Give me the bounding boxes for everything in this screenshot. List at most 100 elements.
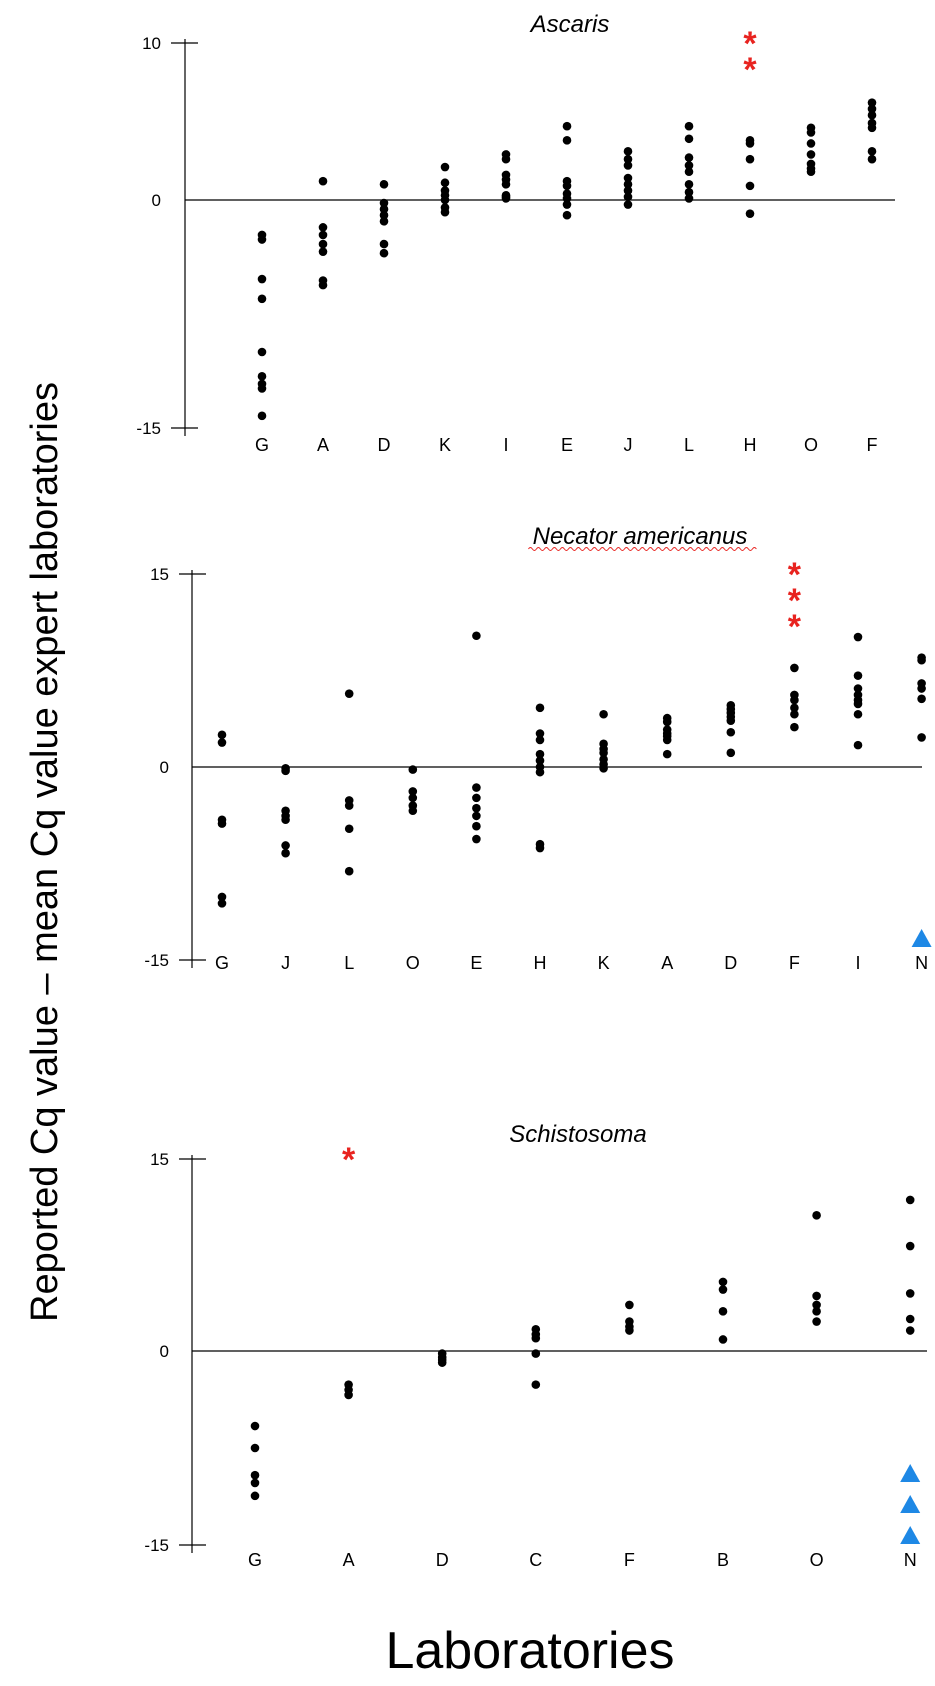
data-point <box>684 180 694 189</box>
data-point <box>684 153 694 162</box>
data-point <box>472 811 481 821</box>
data-point <box>217 738 227 747</box>
data-point <box>535 735 545 745</box>
data-point <box>562 200 572 209</box>
data-point <box>853 684 863 693</box>
data-point <box>905 1314 915 1324</box>
data-point <box>217 730 227 740</box>
red-asterisk-marker: * <box>788 608 802 646</box>
data-point <box>623 173 633 183</box>
data-point <box>806 128 816 137</box>
data-point <box>257 372 267 381</box>
data-point <box>867 123 877 133</box>
category-label: I <box>503 435 508 455</box>
data-point <box>599 709 608 719</box>
category-label: J <box>624 435 633 455</box>
data-point <box>623 192 633 202</box>
data-point <box>745 139 755 148</box>
data-point <box>562 210 572 220</box>
data-point <box>790 722 799 732</box>
data-point <box>344 801 354 810</box>
panel-3: Schistosoma -15 0 15 G A D C F B O N * <box>144 1121 927 1570</box>
category-label: G <box>215 953 229 973</box>
data-point <box>806 139 816 148</box>
data-point <box>250 1491 260 1501</box>
panel-1: Ascaris -15 0 10 G A D K I E J L H O F ** <box>136 11 895 455</box>
data-point <box>917 655 926 665</box>
data-point <box>790 695 799 705</box>
data-point <box>501 194 511 203</box>
data-point <box>726 716 736 725</box>
data-point <box>535 729 545 738</box>
data-point <box>531 1349 541 1358</box>
data-point <box>379 210 389 220</box>
data-point <box>257 384 267 393</box>
data-point <box>867 154 877 164</box>
data-point <box>217 892 227 902</box>
x-axis-label: Laboratories <box>385 1622 674 1680</box>
data-point <box>408 765 418 774</box>
data-point <box>408 793 418 803</box>
data-point <box>662 717 672 727</box>
data-point <box>684 134 694 144</box>
y-tick-label: -15 <box>144 1536 169 1555</box>
category-label: C <box>529 1550 542 1570</box>
data-point <box>535 749 545 759</box>
data-point <box>905 1195 915 1205</box>
data-point <box>250 1478 260 1488</box>
data-point <box>684 194 694 203</box>
category-label: E <box>561 435 573 455</box>
data-point <box>790 709 799 719</box>
category-label: F <box>789 953 800 973</box>
data-point <box>318 230 328 240</box>
data-point <box>408 806 418 816</box>
category-label: A <box>661 953 673 973</box>
red-asterisk-marker: * <box>788 556 802 594</box>
data-point <box>905 1326 915 1335</box>
data-point <box>535 843 545 853</box>
data-point <box>662 749 672 759</box>
data-point <box>531 1333 541 1343</box>
data-point <box>440 207 450 217</box>
data-point <box>812 1307 821 1316</box>
blue-triangle-marker <box>911 929 932 947</box>
data-point <box>379 198 389 208</box>
data-point <box>599 748 608 758</box>
data-point <box>318 280 328 290</box>
data-point <box>379 180 389 189</box>
category-label: G <box>248 1550 262 1570</box>
data-point <box>472 803 481 813</box>
data-point <box>408 787 418 796</box>
data-point <box>625 1326 634 1335</box>
data-point <box>281 766 290 776</box>
data-point <box>379 239 389 249</box>
y-tick-label: 15 <box>150 1150 169 1169</box>
category-label: K <box>598 953 610 973</box>
data-point <box>440 195 450 205</box>
data-point <box>472 793 481 803</box>
data-point <box>472 834 481 844</box>
category-label: D <box>436 1550 449 1570</box>
category-label: E <box>470 953 482 973</box>
data-point <box>472 821 481 831</box>
data-point <box>867 110 877 120</box>
category-label: O <box>804 435 818 455</box>
data-point <box>318 176 328 186</box>
data-point <box>790 703 799 713</box>
data-point <box>501 180 511 189</box>
data-point <box>623 154 633 164</box>
red-asterisk-marker: * <box>743 25 757 63</box>
data-point <box>562 136 572 145</box>
data-point <box>250 1443 260 1453</box>
data-point <box>853 709 863 719</box>
data-point <box>812 1291 821 1301</box>
data-point <box>867 98 877 107</box>
data-point <box>623 186 633 195</box>
data-point <box>250 1470 260 1480</box>
data-point <box>379 204 389 214</box>
data-point <box>853 671 863 680</box>
category-label: O <box>810 1550 824 1570</box>
data-point <box>684 167 694 177</box>
